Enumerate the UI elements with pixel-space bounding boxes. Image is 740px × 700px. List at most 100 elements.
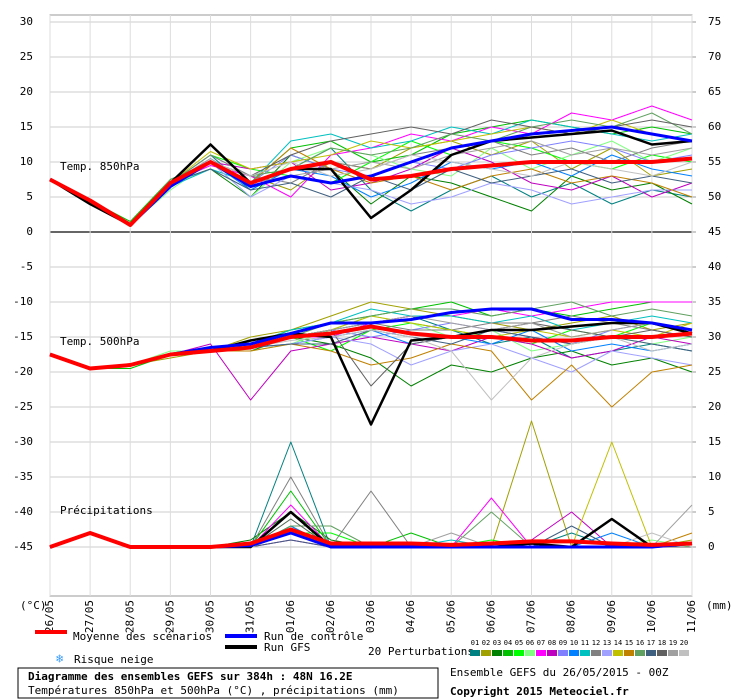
y-tick-label: 10	[20, 155, 33, 168]
legend-swatch	[613, 650, 623, 656]
legend-label: 14	[614, 639, 622, 647]
legend-label: 19	[669, 639, 677, 647]
legend-label: 12	[592, 639, 600, 647]
panel-label: Temp. 500hPa	[60, 335, 139, 348]
y2-tick-label: 40	[708, 260, 721, 273]
panel-label: Temp. 850hPa	[60, 160, 139, 173]
y2-tick-label: 50	[708, 190, 721, 203]
y-tick-label: 20	[20, 85, 33, 98]
legend-swatch	[547, 650, 557, 656]
y-tick-label: 30	[20, 15, 33, 28]
series-line	[49, 324, 693, 371]
series-line	[49, 156, 693, 227]
y2-tick-label: 5	[708, 505, 715, 518]
x-tick-label: 27/05	[83, 600, 96, 633]
legend-label: 02	[482, 639, 490, 647]
snow-icon: ❄	[56, 652, 63, 666]
legend-label: 06	[526, 639, 534, 647]
legend-label: Moyenne des scénarios	[73, 630, 212, 643]
x-tick-label: 02/06	[324, 600, 337, 633]
x-tick-label: 10/06	[645, 600, 658, 633]
legend-swatch	[646, 650, 656, 656]
y2-tick-label: 75	[708, 15, 721, 28]
legend-label: 09	[559, 639, 567, 647]
y2-tick-label: 20	[708, 400, 721, 413]
series-line	[49, 527, 693, 549]
legend-label: 07	[537, 639, 545, 647]
y2-tick-label: 60	[708, 120, 721, 133]
legend-label: 18	[658, 639, 666, 647]
footer-subtitle: Températures 850hPa et 500hPa (°C) , pré…	[28, 684, 399, 697]
x-tick-label: 04/06	[404, 600, 417, 633]
y2-tick-label: 55	[708, 155, 721, 168]
legend-swatch	[558, 650, 568, 656]
y2-tick-label: 25	[708, 365, 721, 378]
footer-box	[17, 667, 439, 699]
y2-tick-label: 10	[708, 470, 721, 483]
footer-title: Diagramme des ensembles GEFS sur 384h : …	[28, 670, 353, 683]
y-tick-label: 15	[20, 120, 33, 133]
legend-label: 16	[636, 639, 644, 647]
legend-label: 17	[647, 639, 655, 647]
x-tick-label: 06/06	[484, 600, 497, 633]
legend-swatch	[602, 650, 612, 656]
legend-label: 11	[581, 639, 589, 647]
y2-tick-label: 45	[708, 225, 721, 238]
y-tick-label: 25	[20, 50, 33, 63]
x-tick-label: 03/06	[364, 600, 377, 633]
y2-tick-label: 30	[708, 330, 721, 343]
y-tick-label: -35	[13, 470, 33, 483]
footer-run: Ensemble GEFS du 26/05/2015 - 00Z	[450, 666, 669, 679]
y-tick-label: -20	[13, 365, 33, 378]
x-tick-label: 26/05	[43, 600, 56, 633]
legend-swatch	[635, 650, 645, 656]
legend-swatch	[679, 650, 689, 656]
y-tick-label: 5	[26, 190, 33, 203]
x-tick-label: 05/06	[444, 600, 457, 633]
x-tick-label: 28/05	[123, 600, 136, 633]
legend-swatch	[503, 650, 513, 656]
legend-swatch	[668, 650, 678, 656]
y2-unit: (mm)	[706, 599, 733, 612]
x-tick-label: 01/06	[284, 600, 297, 633]
y-unit: (°C)	[20, 599, 47, 612]
legend-label: 05	[515, 639, 523, 647]
y-tick-label: -25	[13, 400, 33, 413]
legend-swatch	[470, 650, 480, 656]
legend-swatch	[492, 650, 502, 656]
snow-label: Risque neige	[74, 653, 153, 666]
legend-label: 15	[625, 639, 633, 647]
legend-label: 03	[493, 639, 501, 647]
footer-copyright: Copyright 2015 Meteociel.fr	[450, 685, 629, 698]
y2-tick-label: 35	[708, 295, 721, 308]
legend-swatch	[580, 650, 590, 656]
y2-tick-label: 65	[708, 85, 721, 98]
y-tick-label: -5	[20, 260, 33, 273]
legend-swatch	[591, 650, 601, 656]
x-tick-label: 30/05	[204, 600, 217, 633]
legend-label: Run GFS	[264, 641, 310, 654]
x-tick-label: 07/06	[525, 600, 538, 633]
x-tick-label: 09/06	[605, 600, 618, 633]
perturbations-label: 20 Perturbations	[368, 645, 474, 658]
legend-swatch	[624, 650, 634, 656]
legend-swatch	[569, 650, 579, 656]
legend-swatch	[536, 650, 546, 656]
x-tick-label: 11/06	[685, 600, 698, 633]
x-tick-label: 08/06	[565, 600, 578, 633]
y2-tick-label: 70	[708, 50, 721, 63]
legend-label: Run de contrôle	[264, 630, 363, 643]
legend-swatch	[514, 650, 524, 656]
y-tick-label: -30	[13, 435, 33, 448]
y-tick-label: -10	[13, 295, 33, 308]
y-tick-label: -45	[13, 540, 33, 553]
legend-label: 08	[548, 639, 556, 647]
legend-label: 01	[471, 639, 479, 647]
y-tick-label: -40	[13, 505, 33, 518]
y2-tick-label: 0	[708, 540, 715, 553]
x-tick-label: 29/05	[163, 600, 176, 633]
y-tick-label: 0	[26, 225, 33, 238]
legend-swatch	[481, 650, 491, 656]
legend-label: 20	[680, 639, 688, 647]
